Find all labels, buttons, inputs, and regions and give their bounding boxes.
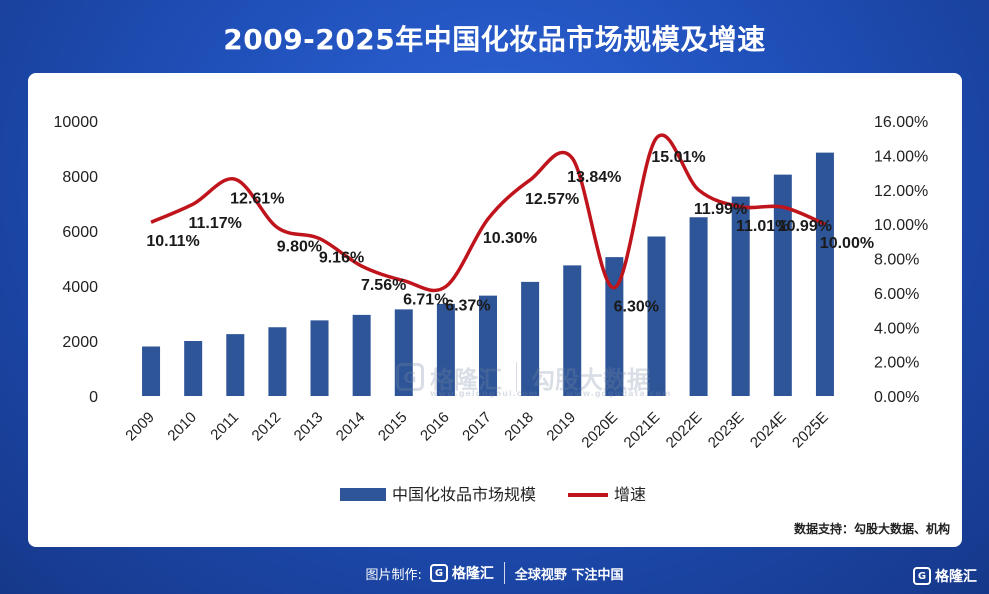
- x-tick-label: 2022E: [663, 409, 706, 452]
- bar: [563, 265, 582, 396]
- y-left-tick-label: 0: [89, 389, 98, 406]
- bar: [226, 334, 245, 396]
- bar: [436, 303, 455, 396]
- line-data-label: 10.00%: [820, 235, 874, 252]
- line-data-label: 7.56%: [361, 277, 406, 294]
- x-tick-label: 2010: [164, 409, 200, 445]
- x-tick-label: 2021E: [621, 409, 664, 452]
- x-tick-label: 2015: [375, 409, 411, 445]
- line-data-label: 10.30%: [483, 230, 537, 247]
- line-data-label: 6.30%: [614, 299, 659, 316]
- y-right-tick-label: 8.00%: [874, 252, 919, 269]
- bar: [605, 257, 624, 396]
- x-tick-label: 2017: [459, 409, 495, 445]
- y-left-tick-label: 2000: [62, 334, 98, 351]
- x-tick-label: 2020E: [578, 409, 621, 452]
- bar: [689, 217, 708, 396]
- x-tick-label: 2011: [207, 409, 242, 444]
- watermark-url: www.gelonghui.com: [430, 389, 539, 398]
- line-data-label: 6.71%: [403, 292, 448, 309]
- line-data-label: 9.16%: [319, 250, 364, 267]
- line-data-label: 6.37%: [445, 298, 490, 315]
- line-data-label: 9.80%: [277, 239, 322, 256]
- legend-label-bar: 中国化妆品市场规模: [392, 485, 536, 504]
- x-tick-label: 2024E: [747, 409, 790, 452]
- x-tick-label: 2023E: [705, 409, 748, 452]
- x-tick-label: 2009: [122, 409, 158, 445]
- bar: [142, 346, 161, 396]
- bar: [815, 152, 834, 396]
- y-right-tick-label: 4.00%: [874, 320, 919, 337]
- y-left-tick-label: 4000: [62, 279, 98, 296]
- corner-logo-icon: G: [913, 567, 931, 585]
- x-tick-label: 2025E: [789, 409, 832, 452]
- line-data-label: 15.01%: [651, 149, 705, 166]
- bar: [310, 320, 329, 396]
- line-data-label: 11.17%: [188, 215, 241, 232]
- watermark-divider: [516, 362, 517, 392]
- line-data-label: 10.99%: [778, 218, 832, 235]
- line-data-label: 11.99%: [694, 201, 747, 218]
- bar: [773, 174, 792, 396]
- chart-card: 0 2000 4000 6000 8000 10000 0.00% 2.00% 4.00% 6.0…: [28, 73, 962, 547]
- y-right-tick-label: 10.00%: [874, 217, 928, 234]
- bar: [731, 196, 750, 396]
- footer-made-by: 图片制作:: [365, 567, 422, 583]
- x-tick-label: 2012: [249, 409, 285, 445]
- bar: [352, 314, 371, 396]
- watermark-logo-icon: G: [396, 363, 424, 391]
- legend-swatch-bar: [340, 488, 386, 501]
- y-right-tick-label: 14.00%: [874, 148, 928, 165]
- corner-brand: 格隆汇: [935, 569, 977, 585]
- y-right-tick-label: 0.00%: [874, 389, 919, 406]
- x-tick-label: 2014: [333, 409, 369, 445]
- y-right-tick-label: 12.00%: [874, 183, 928, 200]
- y-left-tick-label: 8000: [62, 169, 98, 186]
- watermark: G 格隆汇 勾股大数据 www.gelonghui.com www.goguda…: [396, 355, 696, 399]
- y-right-tick-label: 16.00%: [874, 114, 928, 131]
- footer-divider: [503, 562, 505, 584]
- legend-label-line: 增速: [614, 485, 646, 504]
- gelonghui-logo-icon: G: [429, 564, 448, 582]
- x-tick-label: 2019: [543, 409, 579, 445]
- y-right-tick-label: 6.00%: [874, 286, 919, 303]
- footer-logo: G 格隆汇: [429, 563, 494, 583]
- y-right-tick-label: 2.00%: [874, 355, 919, 372]
- bar: [268, 327, 287, 396]
- watermark-brand: 格隆汇: [430, 365, 502, 394]
- bar: [479, 295, 497, 396]
- y-left-tick-label: 10000: [54, 114, 99, 131]
- corner-logo: G 格隆汇: [913, 566, 977, 586]
- combo-chart: 0 2000 4000 6000 8000 10000 0.00% 2.00% 4.00% 6.0…: [54, 114, 929, 504]
- line-data-label: 12.61%: [230, 190, 284, 207]
- x-tick-label: 2018: [501, 409, 537, 445]
- watermark-url-2: www.gogudata.com: [566, 389, 672, 398]
- footer: 图片制作: G 格隆汇 全球视野 下注中国: [0, 560, 989, 586]
- y-left-tick-label: 6000: [62, 224, 98, 241]
- watermark-brand-2: 勾股大数据: [531, 365, 651, 394]
- footer-slogan: 全球视野 下注中国: [514, 567, 624, 583]
- chart-title: 2009-2025年中国化妆品市场规模及增速: [223, 23, 766, 56]
- data-source: 数据支持：勾股大数据、机构: [793, 522, 950, 536]
- line-data-label: 13.84%: [567, 169, 621, 186]
- bar: [647, 236, 666, 396]
- line-data-label: 10.11%: [146, 233, 199, 250]
- x-tick-label: 2013: [291, 409, 327, 445]
- line-data-label: 11.01%: [736, 218, 789, 235]
- bar: [394, 309, 413, 396]
- footer-brand: 格隆汇: [451, 566, 494, 582]
- x-tick-label: 2016: [417, 409, 453, 445]
- bar: [521, 281, 540, 396]
- bar: [184, 341, 203, 396]
- line-data-label: 12.57%: [525, 191, 579, 208]
- growth-line: [150, 133, 826, 293]
